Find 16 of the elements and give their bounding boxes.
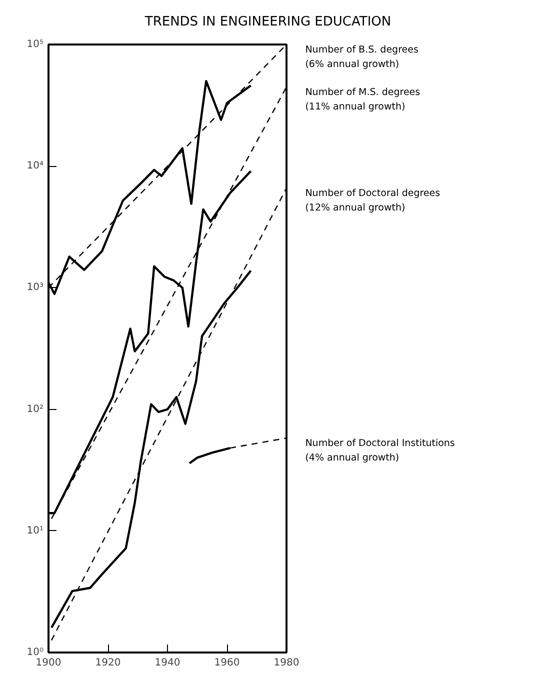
y-tick-label: 10² [26,404,44,415]
y-tick-label: 10³ [26,282,44,294]
y-tick-label: 10⁰ [26,647,44,658]
chart-title: TRENDS IN ENGINEERING EDUCATION [144,14,392,30]
x-tick-label: 1900 [36,658,62,668]
x-tick-label: 1960 [214,658,240,668]
text: Number of Doctoral Institutions (4% annual growth) [305,438,455,464]
x-tick-label: 1920 [95,658,121,668]
text: Number of Doctoral degrees (12% annual growth) [305,188,440,214]
y-tick-label: 10⁴ [26,160,44,172]
x-tick-label: 1980 [274,658,300,668]
y-tick-label: 10¹ [26,525,44,536]
y-tick-label: 10⁵ [26,39,44,50]
x-tick-label: 1940 [154,658,180,668]
text: Number of M.S. degrees (11% annual growth) [305,87,420,112]
text: Number of B.S. degrees (6% annual growth) [305,44,418,70]
